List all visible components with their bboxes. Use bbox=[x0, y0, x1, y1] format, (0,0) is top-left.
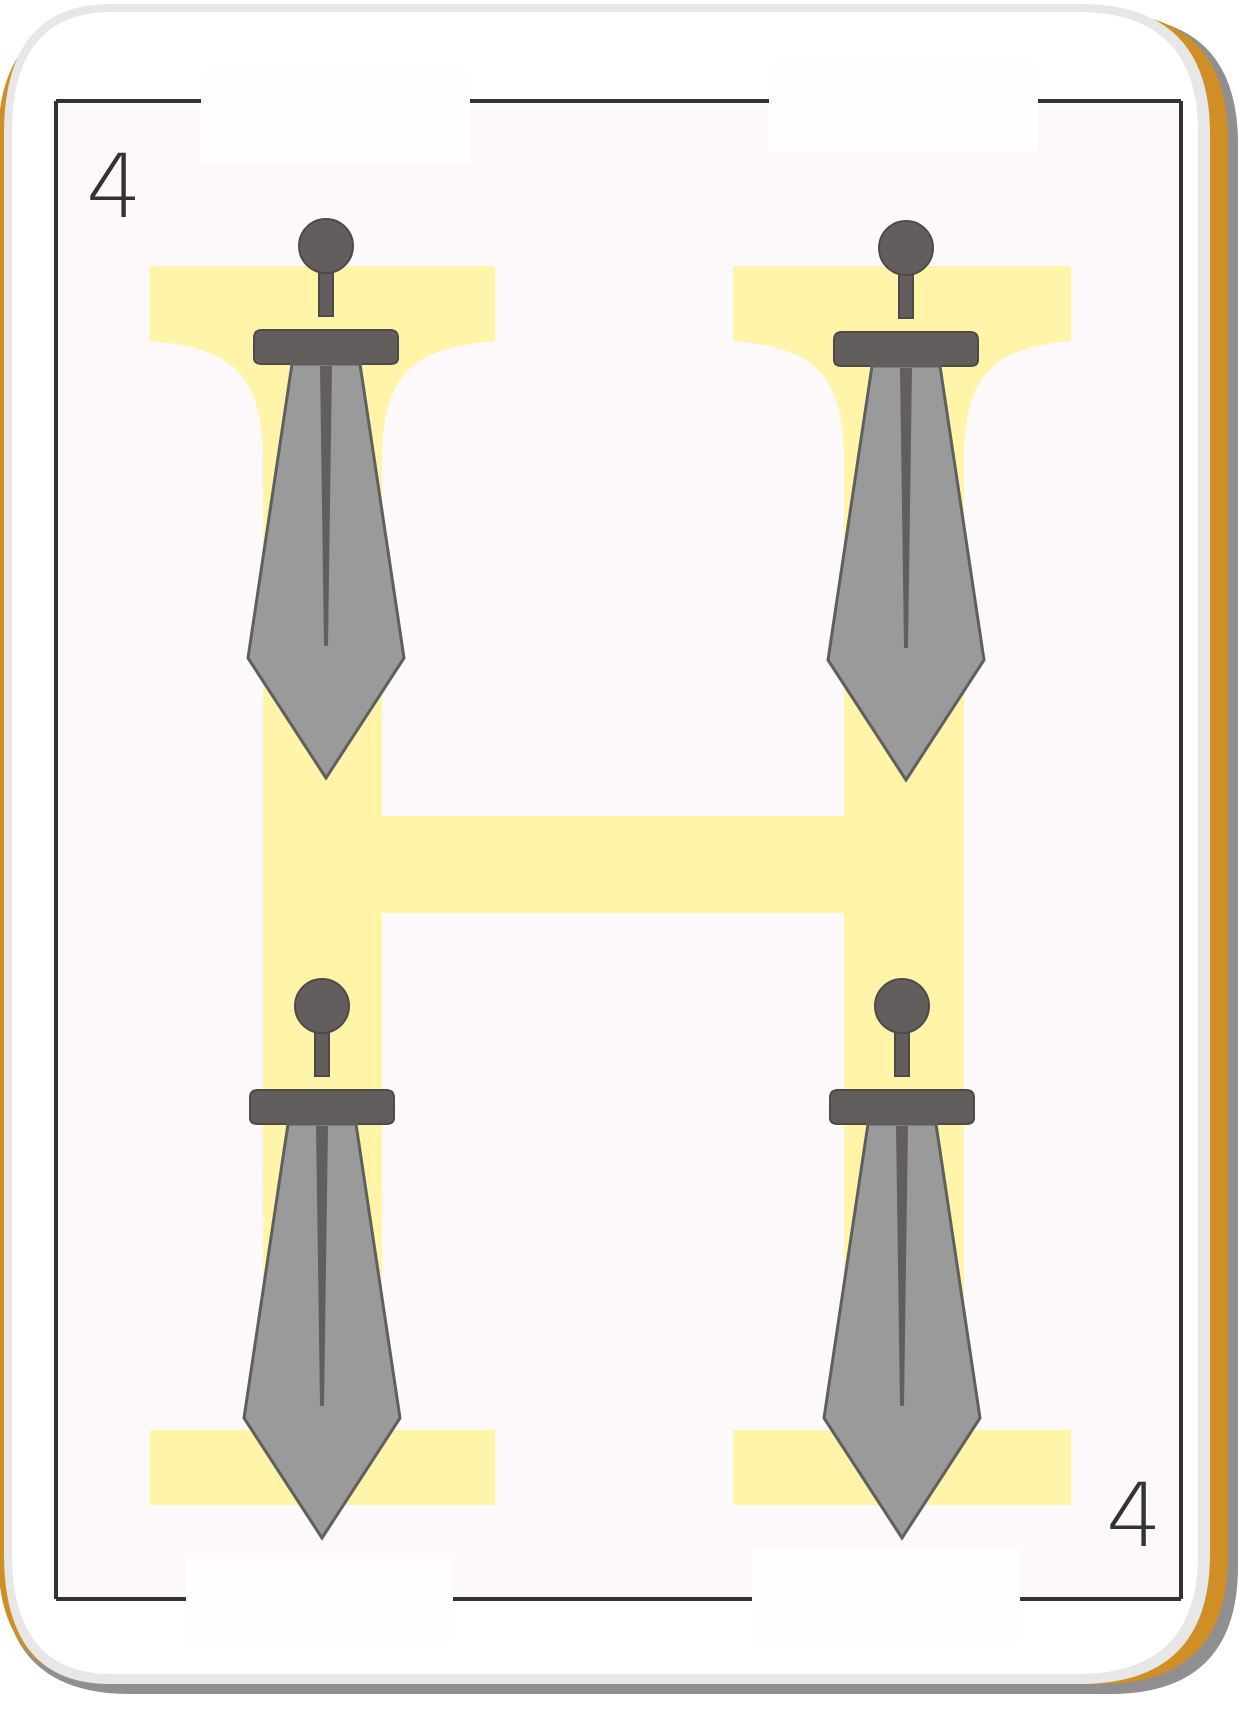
card-frame bbox=[54, 99, 1183, 1601]
rank-bottom: 4 bbox=[1106, 1464, 1162, 1567]
rank-top: 4 bbox=[86, 135, 142, 238]
frame-gaps bbox=[186, 62, 1038, 1645]
